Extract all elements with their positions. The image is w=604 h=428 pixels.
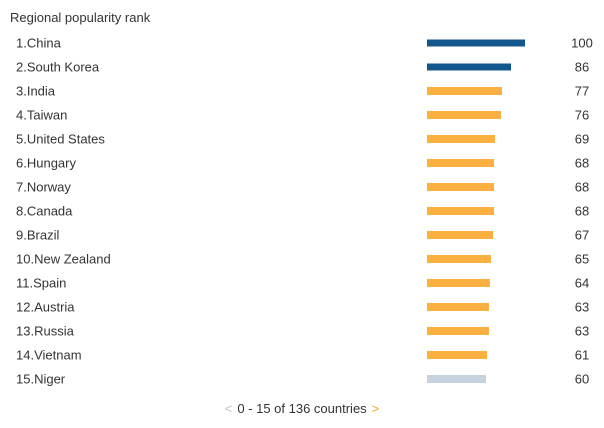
chart-row: 15.Niger 60 [0, 367, 604, 391]
value-label: 77 [574, 83, 590, 99]
value-bar [427, 63, 511, 71]
chart-title: Regional popularity rank [10, 10, 151, 25]
country-label: 4.Taiwan [16, 107, 68, 123]
value-label: 63 [574, 299, 590, 315]
chart-row: 5.United States 69 [0, 127, 604, 151]
country-label: 9.Brazil [16, 227, 60, 243]
chart-row: 6.Hungary 68 [0, 151, 604, 175]
value-label: 100 [571, 35, 593, 51]
value-bar [427, 327, 489, 335]
chart-row: 4.Taiwan 76 [0, 103, 604, 127]
value-bar [427, 279, 490, 287]
value-bar [427, 231, 493, 239]
country-label: 6.Hungary [16, 155, 76, 171]
chart-row: 11.Spain 64 [0, 271, 604, 295]
country-label: 15.Niger [16, 371, 66, 387]
value-label: 68 [574, 203, 590, 219]
country-label: 1.China [16, 35, 61, 51]
country-label: 3.India [16, 83, 56, 99]
value-bar [427, 39, 525, 47]
pagination-next-button[interactable]: > [371, 401, 380, 416]
chart-row: 14.Vietnam 61 [0, 343, 604, 367]
chart-row: 12.Austria 63 [0, 295, 604, 319]
value-label: 68 [574, 155, 590, 171]
value-bar [427, 207, 494, 215]
value-label: 65 [574, 251, 590, 267]
chart-row: 2.South Korea 86 [0, 55, 604, 79]
value-bar [427, 255, 491, 263]
value-label: 60 [574, 371, 590, 387]
country-label: 7.Norway [16, 179, 71, 195]
value-bar [427, 183, 494, 191]
country-label: 5.United States [16, 131, 105, 147]
chart-row: 9.Brazil 67 [0, 223, 604, 247]
value-bar [427, 111, 501, 119]
value-label: 64 [574, 275, 590, 291]
value-bar [427, 375, 486, 383]
value-label: 67 [574, 227, 590, 243]
chart-row: 13.Russia 63 [0, 319, 604, 343]
value-label: 69 [574, 131, 590, 147]
country-label: 14.Vietnam [16, 347, 82, 363]
value-label: 63 [574, 323, 590, 339]
value-label: 61 [574, 347, 590, 363]
country-label: 2.South Korea [16, 59, 100, 75]
value-bar [427, 159, 494, 167]
country-label: 10.New Zealand [16, 251, 111, 267]
chart-row: 1.China 100 [0, 31, 604, 55]
value-bar [427, 303, 489, 311]
value-label: 86 [574, 59, 590, 75]
chart-row: 7.Norway 68 [0, 175, 604, 199]
country-label: 13.Russia [16, 323, 74, 339]
country-label: 12.Austria [16, 299, 75, 315]
value-label: 76 [574, 107, 590, 123]
country-label: 11.Spain [16, 275, 67, 291]
value-bar [427, 135, 495, 143]
chart-row: 8.Canada 68 [0, 199, 604, 223]
value-label: 68 [574, 179, 590, 195]
chart-row: 10.New Zealand 65 [0, 247, 604, 271]
pagination-text: 0 - 15 of 136 countries [237, 401, 367, 416]
pagination: <0 - 15 of 136 countries > [0, 401, 604, 416]
pagination-prev-button[interactable]: < [224, 401, 233, 416]
value-bar [427, 87, 502, 95]
chart-rows: 1.China 100 2.South Korea 86 3.India 77 4.Taiw… [0, 31, 604, 391]
chart-row: 3.India 77 [0, 79, 604, 103]
country-label: 8.Canada [16, 203, 73, 219]
value-bar [427, 351, 487, 359]
